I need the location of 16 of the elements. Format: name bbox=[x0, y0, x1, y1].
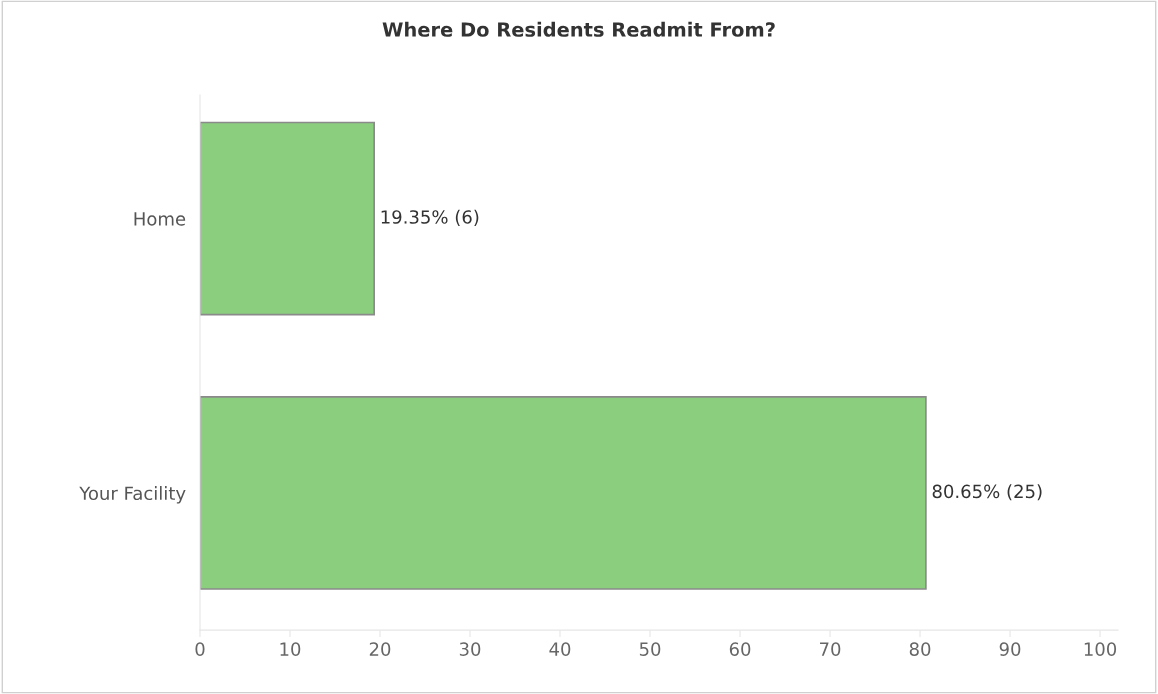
x-tick-label: 80 bbox=[909, 642, 931, 656]
x-tick-label: 40 bbox=[549, 642, 571, 656]
x-tick-label: 50 bbox=[639, 642, 661, 656]
x-tick-label: 100 bbox=[1084, 642, 1117, 656]
data-label: 80.65% (25) bbox=[932, 484, 1042, 501]
x-tick-label: 0 bbox=[195, 642, 205, 656]
y-tick-label: Your Facility bbox=[79, 486, 186, 504]
y-tick-label: Home bbox=[134, 212, 186, 226]
x-tick-label: 30 bbox=[459, 642, 481, 656]
x-tick-label: 10 bbox=[280, 642, 301, 656]
x-tick-label: 70 bbox=[820, 642, 841, 656]
chart-title: Where Do Residents Readmit From? bbox=[382, 21, 775, 37]
x-tick-label: 60 bbox=[729, 642, 751, 656]
x-tick-label: 20 bbox=[369, 642, 391, 656]
data-label: 19.35% (6) bbox=[381, 209, 479, 226]
x-tick-label: 90 bbox=[999, 642, 1021, 656]
